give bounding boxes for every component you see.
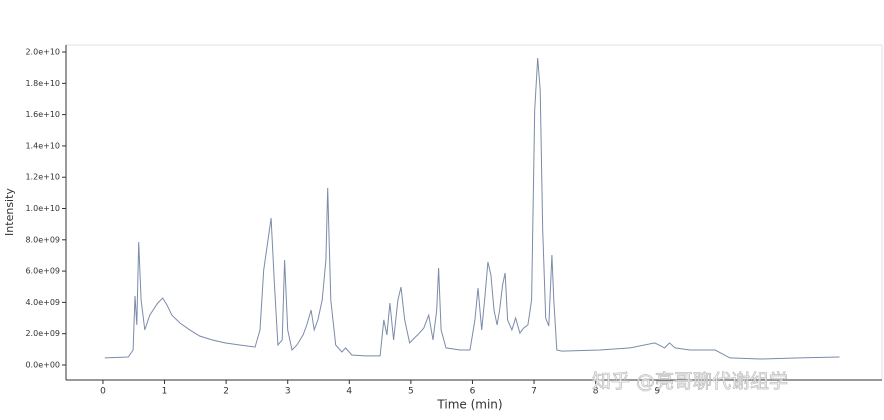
y-tick-label: 1.4e+10 (25, 141, 60, 150)
y-tick-label: 2.0e+10 (25, 48, 60, 57)
y-tick-label: 0.0e+00 (25, 360, 60, 369)
x-tick-label: 2 (223, 387, 229, 397)
y-tick-label: 1.8e+10 (25, 79, 60, 88)
y-tick-label: 2.0e+09 (25, 329, 60, 338)
x-tick-label: 8 (593, 387, 599, 397)
plot-frame (65, 44, 883, 381)
y-tick-label: 1.2e+10 (25, 173, 60, 182)
y-tick-label: 6.0e+09 (25, 267, 60, 276)
x-tick-label: 3 (285, 387, 291, 397)
x-tick-label: 0 (100, 387, 106, 397)
y-tick-label: 8.0e+09 (25, 235, 60, 244)
y-tick-label: 1.6e+10 (25, 110, 60, 119)
y-tick-label: 4.0e+09 (25, 298, 60, 307)
x-tick-label: 9 (654, 387, 660, 397)
watermark: 知乎 @亮哥聊代谢组学 (592, 371, 788, 393)
x-tick-label: 4 (346, 387, 352, 397)
x-tick-label: 7 (531, 387, 537, 397)
y-axis-label: Intensity (3, 188, 16, 236)
x-tick-label: 5 (408, 387, 414, 397)
x-tick-label: 6 (470, 387, 476, 397)
y-tick-label: 1.0e+10 (25, 204, 60, 213)
chromatogram-line (104, 57, 840, 360)
x-axis-label: Time (min) (436, 398, 502, 412)
x-tick-label: 1 (162, 387, 168, 397)
